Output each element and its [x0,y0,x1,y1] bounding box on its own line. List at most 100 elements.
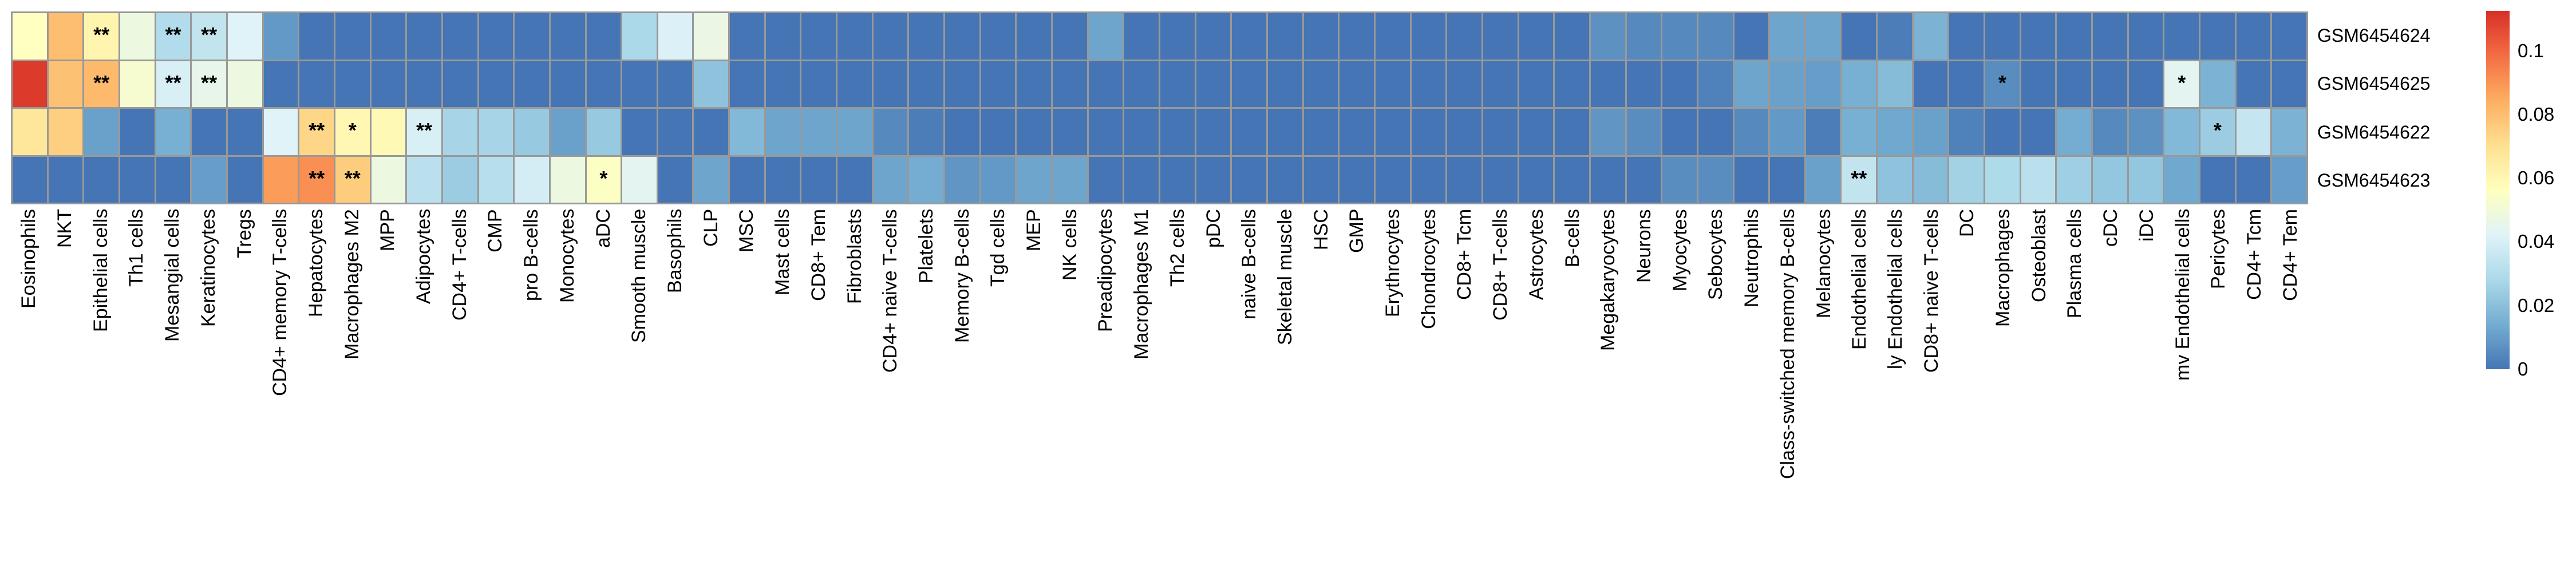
heatmap-cell [2200,61,2235,107]
heatmap-cell [2057,109,2092,155]
heatmap-cell [1770,61,1804,107]
heatmap-cell [2093,109,2127,155]
heatmap-cell [1124,109,1159,155]
heatmap-cell [120,109,155,155]
heatmap-cell [48,13,83,60]
heatmap-cell [2057,13,2092,60]
heatmap-cell [1519,61,1554,107]
heatmap-cell: ** [192,13,226,60]
significance-stars: ** [309,166,325,190]
heatmap-cell [371,13,406,60]
column-label: Fibroblasts [843,209,866,305]
heatmap-cell [1734,156,1769,203]
column-label-slot: CMP [477,209,513,556]
column-label: HSC [1310,209,1332,250]
heatmap-cell [1913,13,1948,60]
heatmap-cell [1949,109,1984,155]
heatmap-cell [1375,61,1410,107]
heatmap-cell [658,13,693,60]
heatmap-cell: ** [335,156,370,203]
heatmap-cell [1805,156,1840,203]
column-label: Preadipocytes [1095,209,1117,333]
heatmap-cell [1483,61,1518,107]
heatmap-cell [765,13,800,60]
column-label: Th2 cells [1166,209,1188,287]
heatmap-cell [658,61,693,107]
colorbar-tick-label: 0.06 [2518,167,2555,189]
column-label-slot: B-cells [1554,209,1590,556]
heatmap-cell [1196,13,1231,60]
heatmap-cell [622,61,657,107]
significance-stars: ** [93,23,110,47]
heatmap-cell [801,13,836,60]
heatmap-cell [1805,109,1840,155]
significance-stars: ** [344,166,361,190]
heatmap-grid: ** ** ** ** ** ** * * ** * ** * ** ** * ** [11,11,2308,204]
heatmap-cell [1590,156,1625,203]
heatmap-cell [1267,61,1302,107]
heatmap-cell [981,156,1016,203]
column-label: GMP [1346,209,1368,254]
column-label-slot: Myocytes [1662,209,1698,556]
colorbar-legend [2486,11,2510,369]
significance-stars: * [1998,70,2006,94]
row-label: GSM6454624 [2317,25,2431,46]
heatmap-cell [1017,13,1052,60]
column-label-slot: Mast cells [765,209,801,556]
heatmap-cell: * [586,156,621,203]
column-label: pro B-cells [520,209,543,301]
heatmap-cell [550,156,585,203]
heatmap-cell [981,13,1016,60]
column-label: Neutrophils [1741,209,1763,307]
heatmap-cell [2164,109,2199,155]
column-label: Osteoblast [2028,209,2050,302]
heatmap-cell [13,109,47,155]
heatmap-cell [2057,61,2092,107]
heatmap-cell [371,109,406,155]
heatmap-cell [945,109,979,155]
heatmap-cell [335,13,370,60]
heatmap-cell [1303,13,1338,60]
column-axis-labels: Eosinophils NKT Epithelial cells Th1 cells M… [11,209,2308,558]
significance-stars: ** [416,118,433,143]
heatmap-cell [156,109,191,155]
heatmap-cell [981,109,1016,155]
heatmap-cell [1662,61,1697,107]
heatmap-cell [1447,109,1481,155]
heatmap-cell [1590,109,1625,155]
heatmap-cell [1878,156,1912,203]
heatmap-cell [442,61,477,107]
heatmap-cell [981,61,1016,107]
column-label: MPP [377,209,399,251]
column-label: Chondrocytes [1417,209,1440,329]
heatmap-cell [299,13,334,60]
column-label: Tgd cells [987,209,1009,287]
heatmap-cell [2236,109,2271,155]
heatmap-cell [1196,156,1231,203]
heatmap-cell [873,156,908,203]
heatmap-cell [1375,13,1410,60]
heatmap-cell [1913,61,1948,107]
heatmap-cell [730,61,764,107]
heatmap-cell [1555,109,1589,155]
column-label: Smooth muscle [628,209,650,343]
heatmap-cell [13,156,47,203]
heatmap-cell [2093,61,2127,107]
column-label-slot: Hepatocytes [298,209,334,556]
heatmap-cell [371,156,406,203]
column-label-slot: CD4+ Tem [2272,209,2308,556]
column-label: Adipocytes [413,209,435,305]
heatmap-cell [1232,109,1266,155]
heatmap-cell [1949,156,1984,203]
significance-stars: * [348,118,357,143]
heatmap-cell [1340,109,1374,155]
heatmap-cell [1088,156,1123,203]
heatmap-cell [1303,61,1338,107]
heatmap-cell [1411,61,1446,107]
heatmap-cell [1662,156,1697,203]
heatmap-cell: ** [192,61,226,107]
heatmap-cell [227,61,262,107]
heatmap-cell [945,156,979,203]
column-label: Macrophages M1 [1131,209,1153,359]
